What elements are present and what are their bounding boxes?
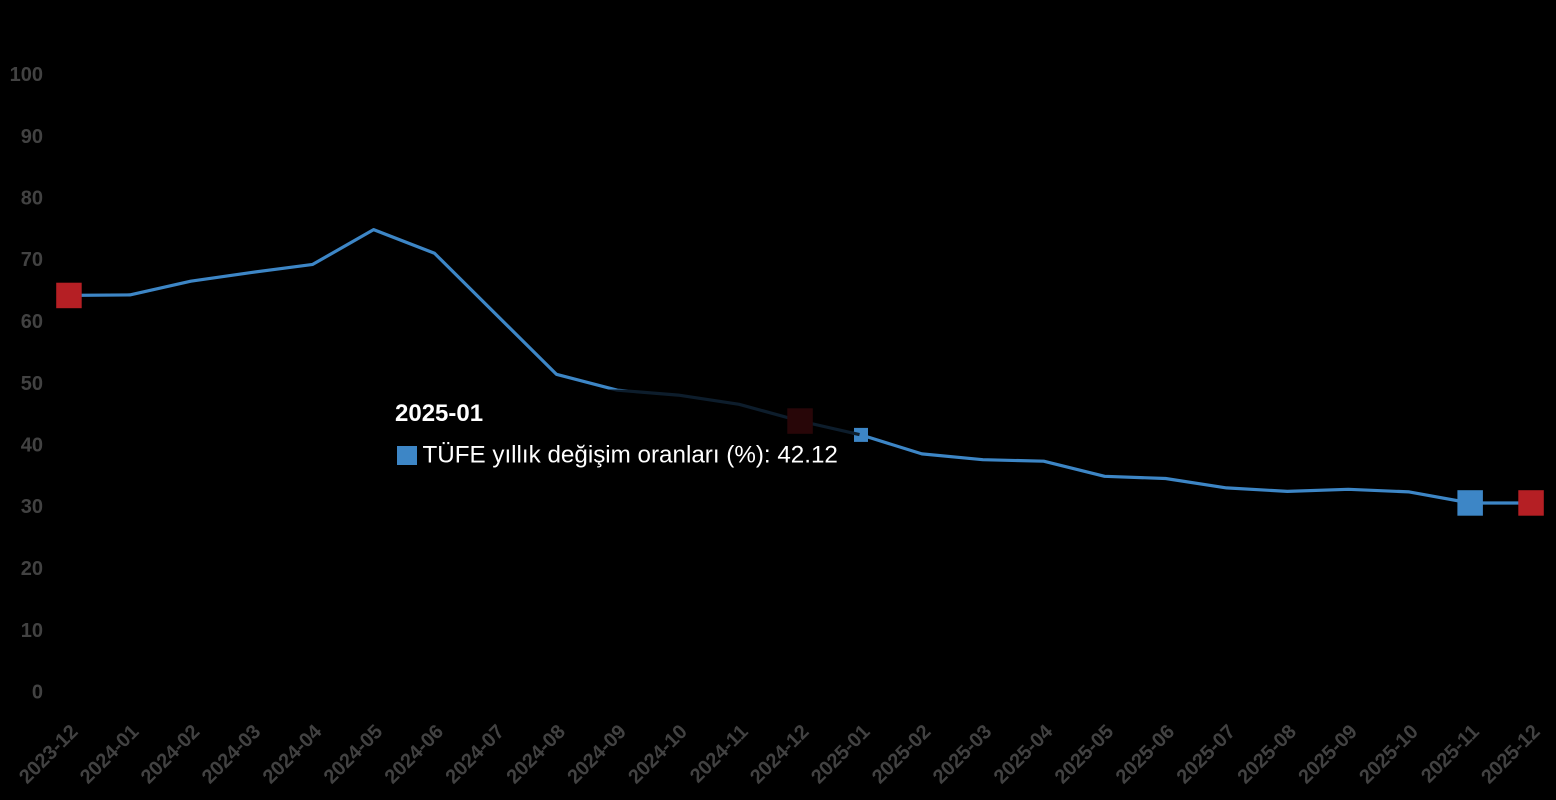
svg-text:30: 30 (21, 496, 43, 518)
svg-text:90: 90 (21, 126, 43, 148)
svg-text:TÜFE yıllık değişim oranları (: TÜFE yıllık değişim oranları (%): 42.12 (423, 442, 838, 469)
svg-text:60: 60 (21, 311, 43, 333)
svg-text:20: 20 (21, 558, 43, 580)
svg-text:2025-01: 2025-01 (395, 400, 483, 427)
svg-text:80: 80 (21, 188, 43, 210)
svg-text:0: 0 (32, 682, 43, 704)
svg-text:100: 100 (10, 64, 43, 86)
svg-text:70: 70 (21, 249, 43, 271)
svg-text:50: 50 (21, 373, 43, 395)
svg-text:40: 40 (21, 435, 43, 457)
svg-text:10: 10 (21, 620, 43, 642)
